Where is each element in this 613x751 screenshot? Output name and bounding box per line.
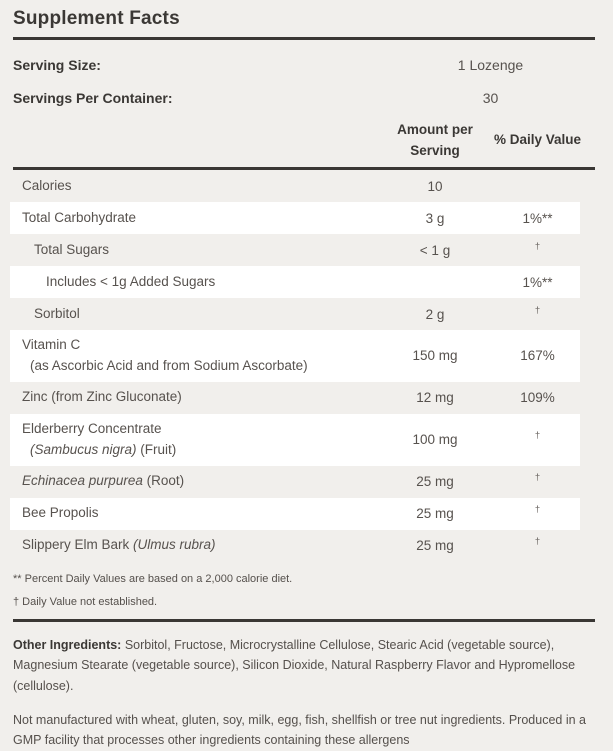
header-divider	[13, 167, 595, 170]
table-row: Bee Propolis 25 mg †	[10, 497, 580, 530]
footnotes: ** Percent Daily Values are based on a 2…	[13, 573, 595, 608]
nutrient-name-cell: Elderberry Concentrate (Sambucus nigra) (…	[22, 420, 177, 457]
table-bottom-divider	[13, 618, 595, 622]
servings-per-container-row: Servings Per Container: 30	[0, 81, 613, 114]
nutrient-name-cell: Calories	[22, 177, 72, 193]
table-row: Elderberry Concentrate (Sambucus nigra) (…	[10, 413, 580, 466]
table-row: Total Sugars < 1 g †	[10, 234, 580, 266]
amount-cell: 150 mg	[412, 348, 458, 364]
daily-value-cell: †	[534, 504, 541, 516]
amount-cell: 25 mg	[416, 538, 454, 554]
nutrient-name-cell: Vitamin C (as Ascorbic Acid and from Sodi…	[22, 337, 308, 373]
footnote-not-established: † Daily Value not established.	[13, 595, 158, 608]
column-header-daily-value: % Daily Value	[493, 132, 582, 148]
daily-value-cell: †	[534, 430, 541, 442]
nutrient-name-cell: Bee Propolis	[22, 505, 99, 521]
daily-value-cell: †	[534, 240, 541, 252]
other-ingredients-paragraph: Other Ingredients: Sorbitol, Fructose, M…	[13, 635, 599, 697]
amount-cell: 100 mg	[412, 432, 458, 448]
daily-value-cell: †	[534, 536, 541, 548]
amount-cell: 10	[427, 178, 443, 194]
servings-per-container-label: Servings Per Container:	[13, 89, 173, 106]
daily-value-cell: 109%	[520, 390, 555, 406]
daily-value-cell: 1%**	[522, 210, 553, 226]
other-ingredients-label: Other Ingredients:	[13, 637, 122, 652]
table-row: Zinc (from Zinc Gluconate) 12 mg 109%	[10, 382, 580, 414]
servings-per-container-value: 30	[482, 89, 499, 106]
nutrient-table: Calories 10 Total Carbohydrate 3 g 1%** Total…	[0, 170, 613, 562]
amount-cell: < 1 g	[419, 242, 451, 258]
nutrient-name-cell: Total Carbohydrate	[22, 209, 137, 225]
title-divider	[13, 37, 595, 40]
amount-cell: 2 g	[425, 306, 445, 322]
nutrient-name-cell: Includes < 1g Added Sugars	[46, 273, 216, 289]
table-row: Slippery Elm Bark (Ulmus rubra) 25 mg †	[10, 530, 580, 562]
amount-cell: 25 mg	[416, 474, 454, 490]
amount-cell: 12 mg	[416, 390, 454, 406]
nutrient-name-cell: Sorbitol	[34, 305, 80, 321]
column-header-amount: Amount per Serving	[397, 122, 473, 158]
table-row: Includes < 1g Added Sugars 1%**	[10, 266, 580, 298]
allergen-note: Not manufactured with wheat, gluten, soy…	[13, 712, 586, 748]
daily-value-cell: †	[534, 304, 541, 316]
amount-cell: 25 mg	[416, 506, 454, 522]
table-row: Total Carbohydrate 3 g 1%**	[10, 202, 580, 234]
table-row: Sorbitol 2 g †	[10, 298, 580, 330]
table-row: Calories 10	[10, 170, 580, 202]
nutrient-name-cell: Echinacea purpurea (Root)	[22, 473, 185, 489]
serving-size-value: 1 Lozenge	[457, 56, 524, 73]
footnote-daily-value: ** Percent Daily Values are based on a 2…	[13, 572, 293, 585]
serving-size-row: Serving Size: 1 Lozenge	[0, 48, 613, 81]
page-title: Supplement Facts	[13, 8, 180, 29]
amount-cell: 3 g	[425, 210, 445, 226]
nutrient-name-cell: Slippery Elm Bark (Ulmus rubra)	[22, 537, 216, 553]
serving-info: Serving Size: 1 Lozenge Servings Per Con…	[0, 48, 613, 114]
daily-value-cell: †	[534, 472, 541, 484]
table-row: Vitamin C (as Ascorbic Acid and from Sodi…	[10, 330, 580, 382]
other-ingredients-text: Sorbitol, Fructose, Microcrystalline Cel…	[13, 637, 576, 693]
nutrient-name-cell: Zinc (from Zinc Gluconate)	[22, 389, 182, 405]
daily-value-cell: 1%**	[522, 274, 553, 290]
serving-size-label: Serving Size:	[13, 56, 101, 73]
table-row: Echinacea purpurea (Root) 25 mg †	[10, 466, 580, 498]
table-header: Amount per Serving % Daily Value	[10, 114, 582, 167]
nutrient-name-cell: Total Sugars	[34, 241, 110, 257]
daily-value-cell: 167%	[520, 348, 555, 364]
